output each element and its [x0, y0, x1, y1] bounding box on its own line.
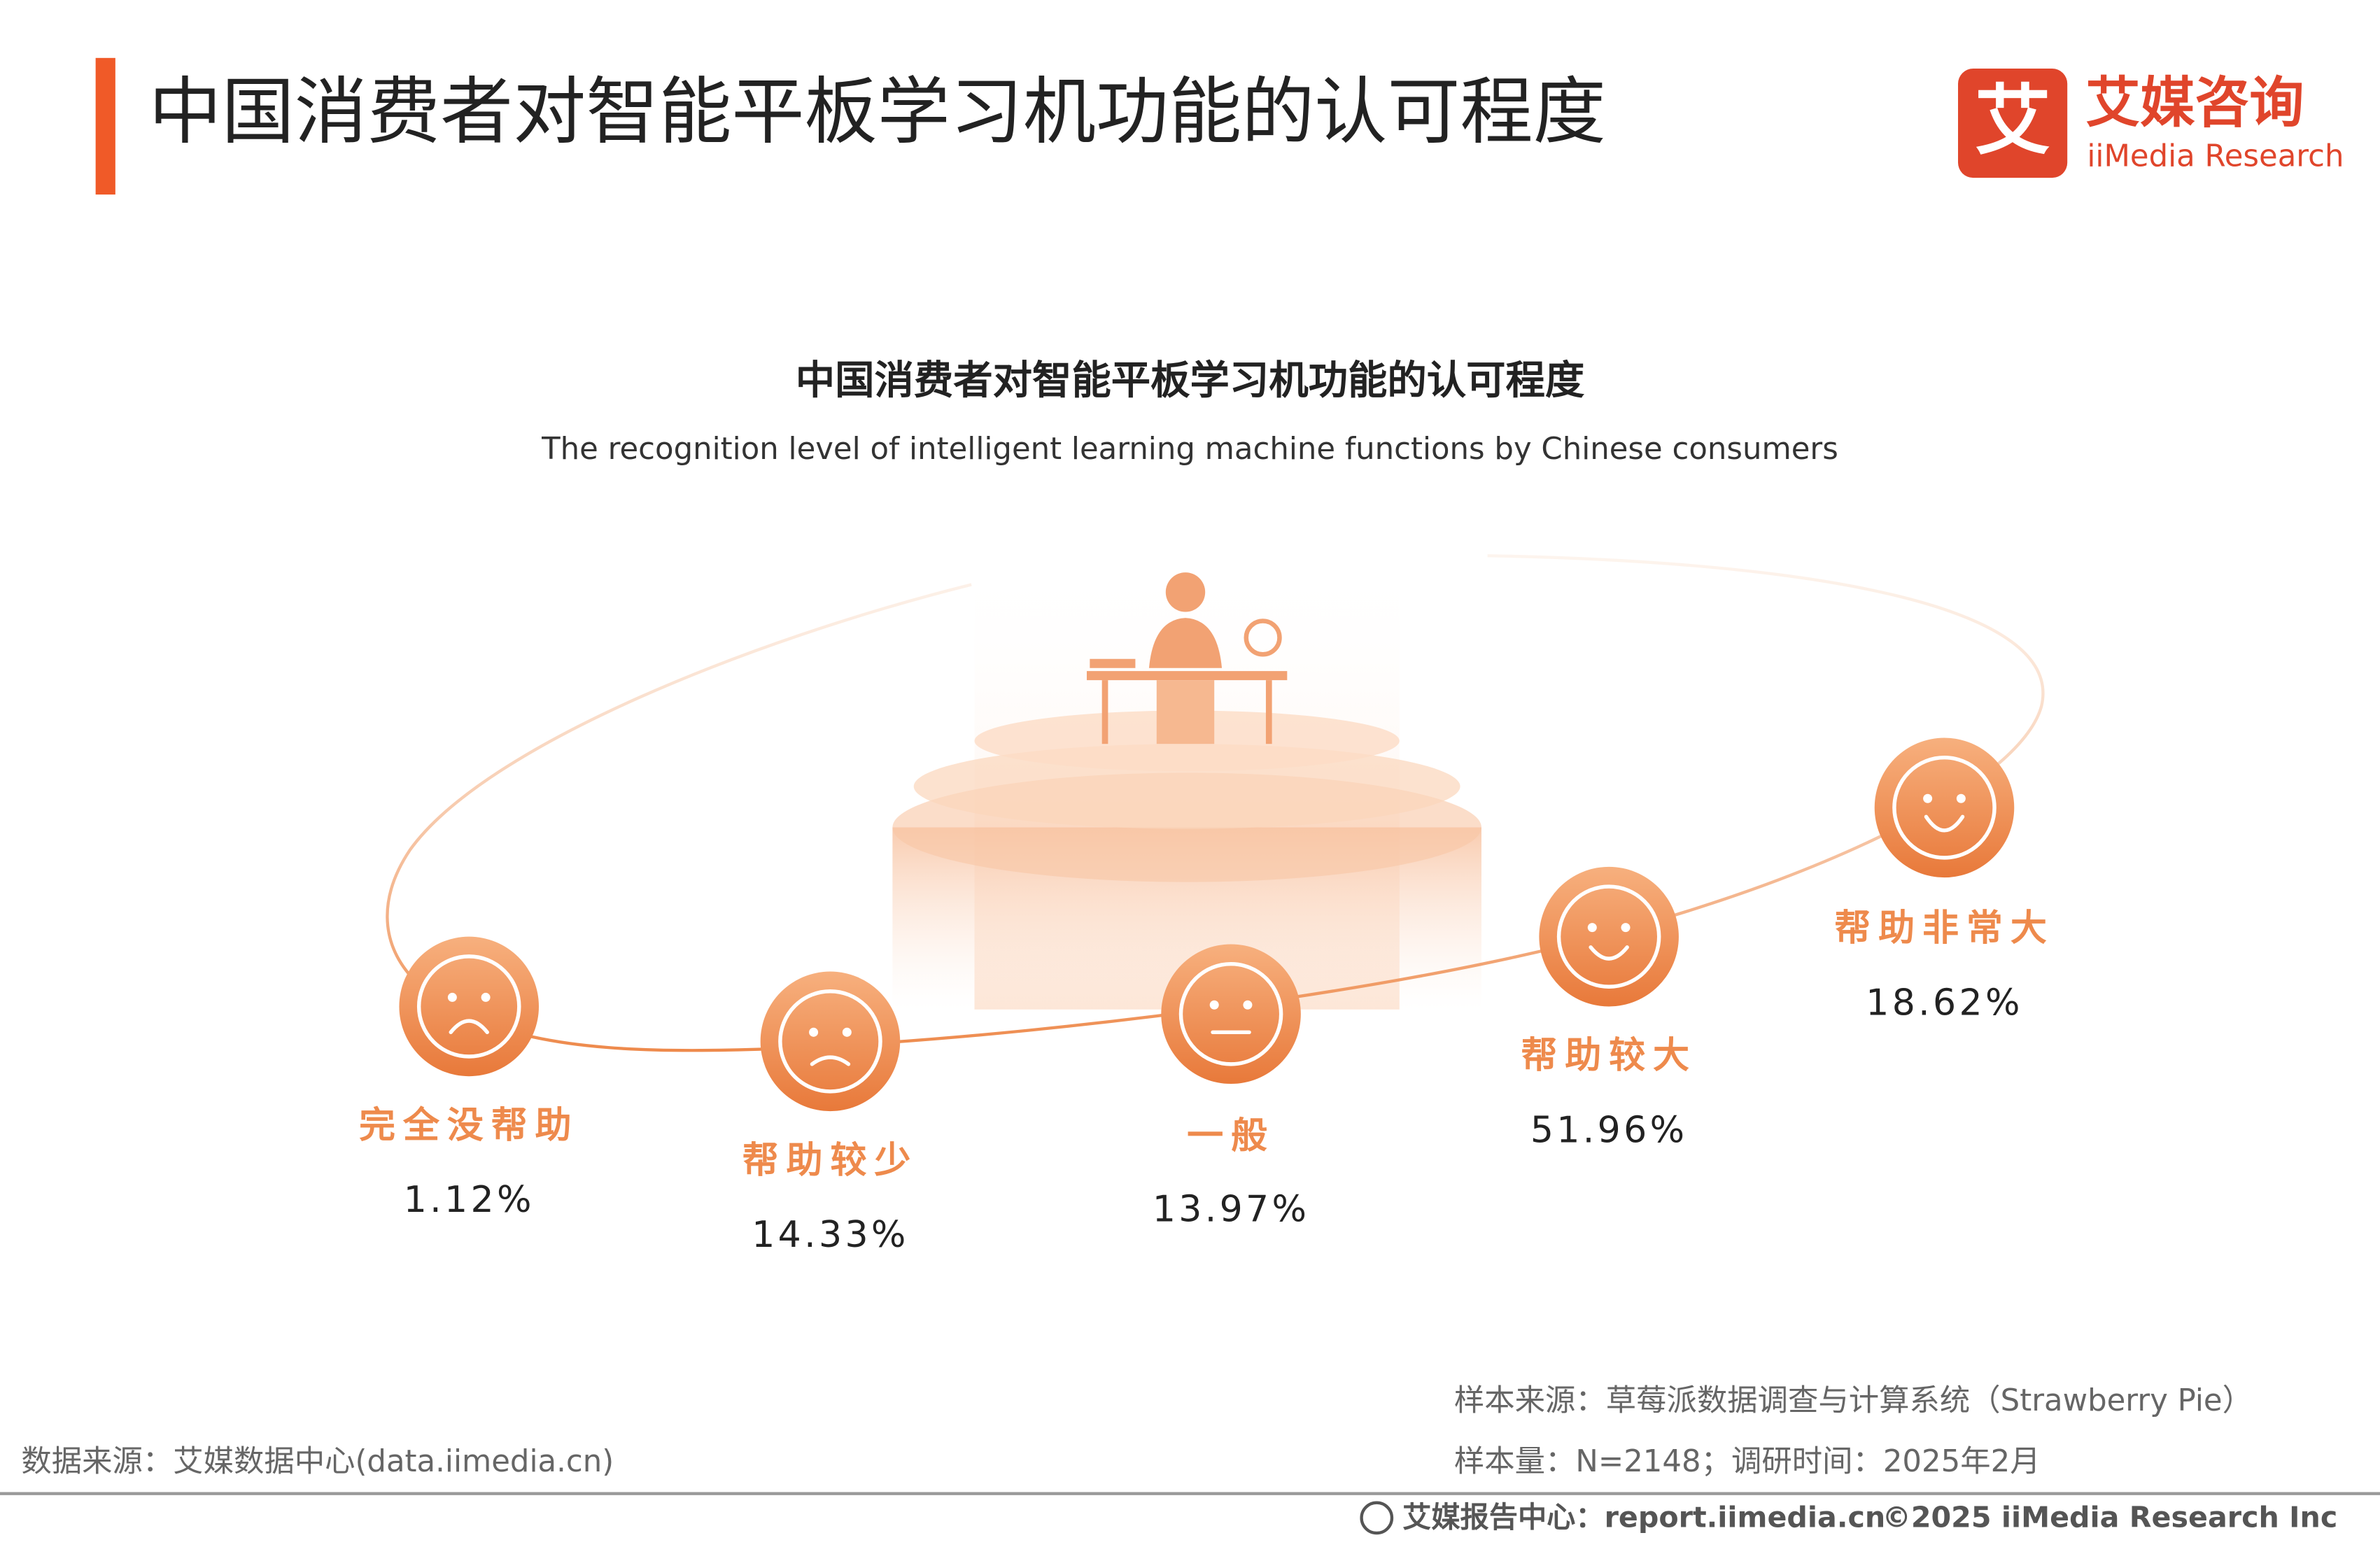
face [1539, 866, 1679, 1007]
logo-box [1958, 68, 2068, 178]
face-ring [1892, 756, 1997, 860]
mouth [810, 1055, 851, 1066]
orbit [386, 554, 2045, 1052]
person-body [1148, 618, 1223, 668]
items: 完全没帮助 1.12% 帮助较少 14.33% 一般 13.97% 帮助较大 51.96% 帮助… [359, 737, 2054, 1256]
mouth [1924, 814, 1965, 833]
value-label: 51.96% [1530, 1109, 1687, 1151]
face-ring [1556, 884, 1661, 989]
globe [1244, 619, 1282, 657]
face [1161, 944, 1301, 1085]
category-label: 完全没帮助 [359, 1105, 579, 1147]
face-ring [1178, 961, 1283, 1066]
page-title: 中国消费者对智能平板学习机功能的认可程度 [149, 69, 1606, 155]
illustration [892, 554, 1481, 1010]
disc [913, 744, 1460, 829]
chart-subtitle: The recognition level of intelligent lea… [541, 432, 1838, 467]
mouth [1589, 945, 1629, 961]
data-source: 数据来源：艾媒数据中心(data.iimedia.cn) [21, 1444, 614, 1479]
eye [842, 1027, 852, 1037]
eye [1243, 1000, 1253, 1010]
copyright: ©2025 iiMedia Research Inc [1882, 1501, 2338, 1534]
desk-leg [1265, 680, 1272, 744]
eye [1621, 923, 1631, 933]
face [1874, 737, 2015, 878]
eye [1956, 793, 1966, 803]
category-label: 一般 [1187, 1115, 1275, 1157]
report-center: 艾媒报告中心：report.iimedia.cn [1402, 1501, 1885, 1534]
face [760, 971, 901, 1112]
value-label: 14.33% [752, 1214, 908, 1256]
value-label: 1.12% [404, 1179, 535, 1221]
category-label: 帮助较大 [1521, 1035, 1697, 1077]
category-label: 帮助非常大 [1834, 907, 2054, 949]
value-label: 18.62% [1866, 982, 2022, 1024]
mouth [449, 1019, 489, 1035]
eye [1587, 923, 1597, 933]
logo-cn: 艾媒咨询 [2085, 72, 2304, 135]
desk [1087, 671, 1288, 681]
face [399, 936, 539, 1077]
title-bar [95, 57, 115, 195]
face-ring [778, 989, 882, 1094]
sample-source: 样本来源：草莓派数据调查与计算系统（Strawberry Pie） [1454, 1383, 2253, 1418]
logo-mark: 艾 [1975, 76, 2050, 165]
eye [481, 992, 491, 1002]
logo-en: iiMedia Research [2087, 139, 2344, 174]
eye [1209, 1000, 1219, 1010]
chart-title: 中国消费者对智能平板学习机功能的认可程度 [796, 358, 1585, 404]
desk-leg [1101, 680, 1108, 744]
eye [1923, 793, 1933, 803]
eye [809, 1027, 819, 1037]
category-label: 帮助较少 [742, 1140, 919, 1182]
face-ring [416, 954, 521, 1059]
chair [1156, 680, 1215, 744]
person-head [1165, 572, 1206, 612]
sample-size: 样本量：N=2148；调研时间：2025年2月 [1454, 1444, 2041, 1479]
value-label: 13.97% [1153, 1188, 1309, 1230]
eye [447, 992, 457, 1002]
footer-icon [1360, 1501, 1394, 1535]
books [1090, 658, 1136, 668]
